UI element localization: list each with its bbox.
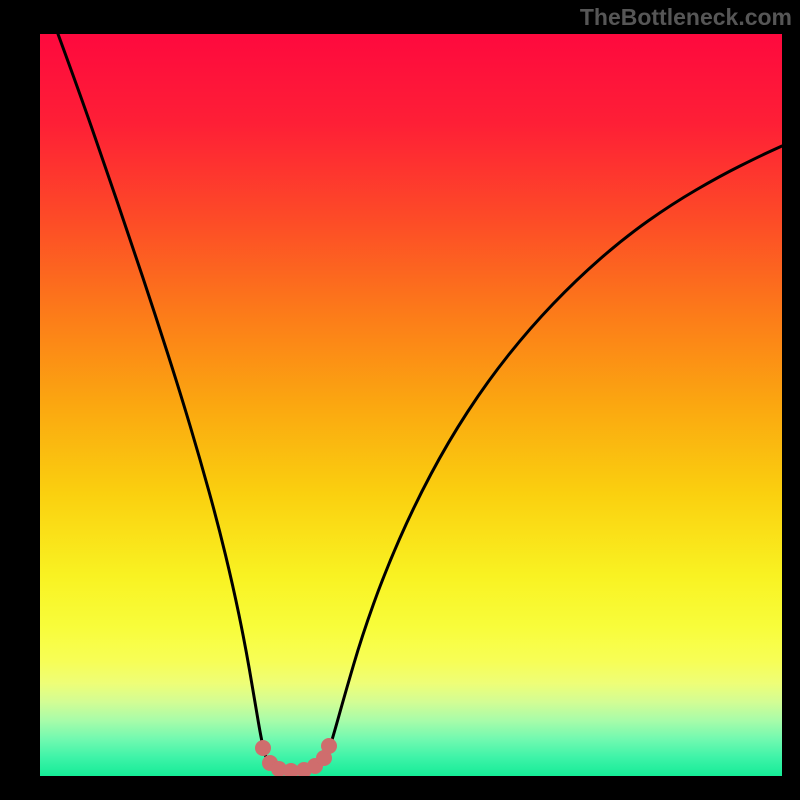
valley-marker [255, 740, 271, 756]
plot-area [40, 34, 782, 776]
gradient-background [40, 34, 782, 776]
chart-svg [40, 34, 782, 776]
valley-marker [321, 738, 337, 754]
watermark-text: TheBottleneck.com [580, 4, 792, 31]
